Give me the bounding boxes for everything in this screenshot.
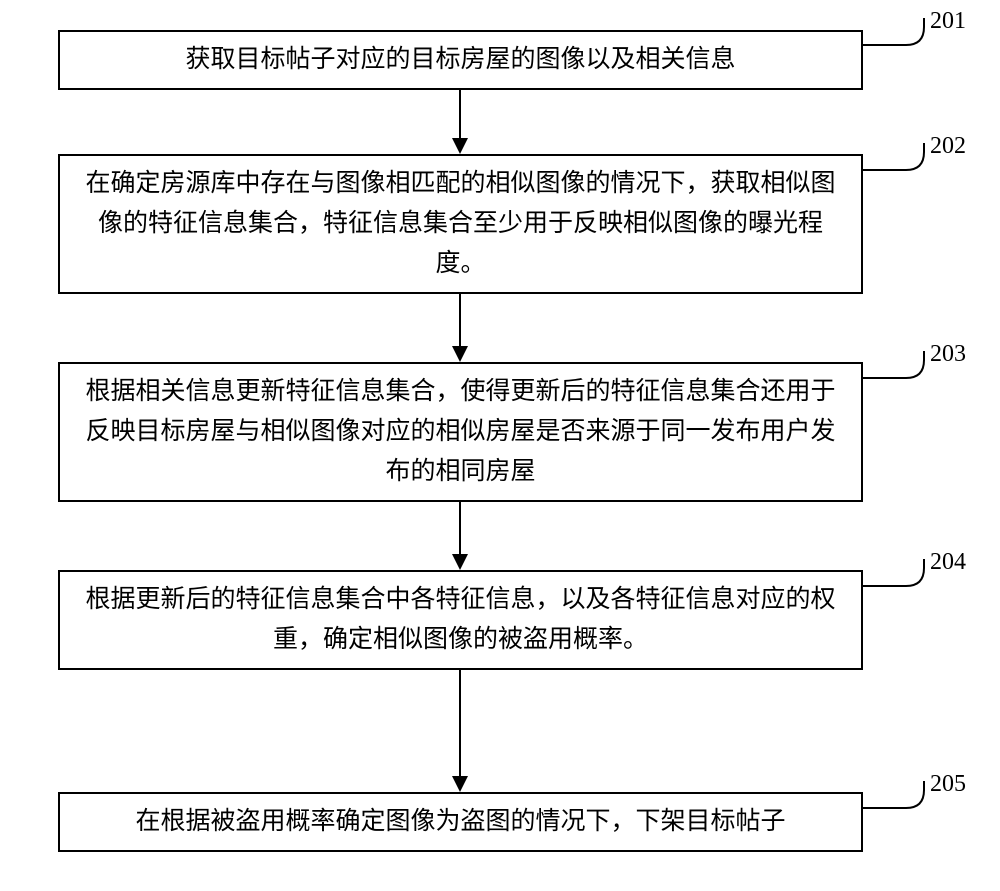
- flow-arrow: [459, 294, 461, 346]
- flowchart-canvas: 获取目标帖子对应的目标房屋的图像以及相关信息 201 在确定房源库中存在与图像相匹配…: [0, 0, 1000, 891]
- flow-step-label-205: 205: [930, 771, 966, 798]
- flow-step-203: 根据相关信息更新特征信息集合，使得更新后的特征信息集合还用于反映目标房屋与相似图…: [58, 362, 863, 502]
- flow-step-202: 在确定房源库中存在与图像相匹配的相似图像的情况下，获取相似图像的特征信息集合，特…: [58, 154, 863, 294]
- flow-arrow-head: [452, 776, 468, 792]
- flow-step-text: 根据更新后的特征信息集合中各特征信息，以及各特征信息对应的权重，确定相似图像的被…: [80, 580, 841, 660]
- callout-connector: [861, 141, 926, 172]
- flow-step-text: 根据相关信息更新特征信息集合，使得更新后的特征信息集合还用于反映目标房屋与相似图…: [80, 372, 841, 492]
- flow-step-text: 获取目标帖子对应的目标房屋的图像以及相关信息: [185, 40, 735, 80]
- flow-arrow: [459, 670, 461, 776]
- callout-connector: [861, 779, 926, 810]
- flow-step-label-204: 204: [930, 549, 966, 576]
- flow-arrow-head: [452, 138, 468, 154]
- flow-step-205: 在根据被盗用概率确定图像为盗图的情况下，下架目标帖子: [58, 792, 863, 852]
- callout-connector: [861, 349, 926, 380]
- flow-arrow: [459, 90, 461, 138]
- flow-step-text: 在确定房源库中存在与图像相匹配的相似图像的情况下，获取相似图像的特征信息集合，特…: [80, 164, 841, 284]
- callout-connector: [861, 16, 926, 47]
- flow-arrow-head: [452, 554, 468, 570]
- flow-step-label-201: 201: [930, 8, 966, 35]
- flow-step-label-202: 202: [930, 133, 966, 160]
- flow-arrow: [459, 502, 461, 554]
- flow-step-201: 获取目标帖子对应的目标房屋的图像以及相关信息: [58, 30, 863, 90]
- flow-step-204: 根据更新后的特征信息集合中各特征信息，以及各特征信息对应的权重，确定相似图像的被…: [58, 570, 863, 670]
- flow-arrow-head: [452, 346, 468, 362]
- flow-step-text: 在根据被盗用概率确定图像为盗图的情况下，下架目标帖子: [135, 802, 785, 842]
- flow-step-label-203: 203: [930, 341, 966, 368]
- callout-connector: [861, 557, 926, 588]
